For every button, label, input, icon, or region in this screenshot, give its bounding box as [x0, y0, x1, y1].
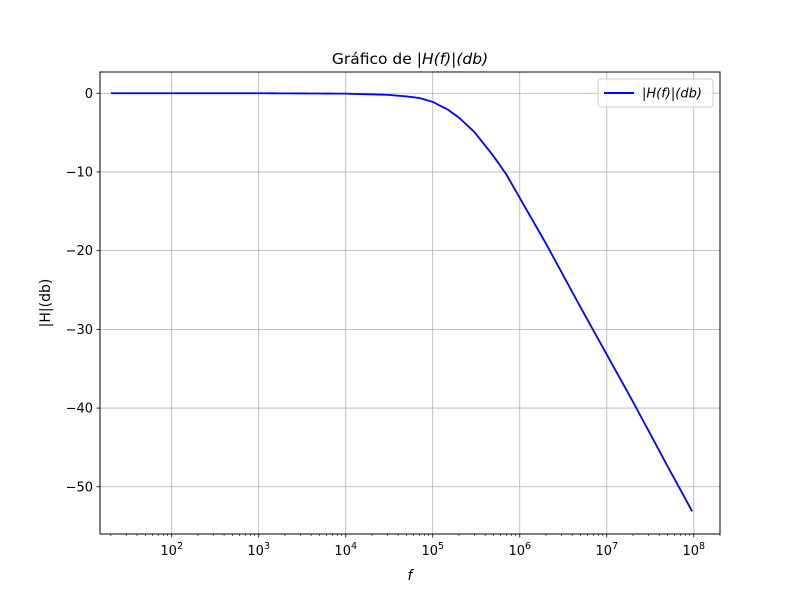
legend-box — [597, 78, 714, 108]
x-tick-label: 105 — [421, 541, 444, 559]
series-line — [110, 92, 693, 512]
x-tick-label: 106 — [508, 541, 531, 559]
y-tick-label: −40 — [66, 402, 93, 417]
y-tick-label: −50 — [66, 480, 93, 495]
y-tick-label: −30 — [66, 323, 93, 338]
y-tick-label: 0 — [85, 87, 93, 102]
x-tick-label: 107 — [595, 541, 618, 559]
chart-title: Gráfico de |H(f)|(db) — [332, 50, 488, 68]
x-tick-label: 108 — [683, 541, 706, 559]
x-tick-label: 102 — [160, 541, 183, 559]
x-tick-label: 103 — [247, 541, 270, 559]
x-tick-label: 104 — [334, 541, 357, 559]
y-axis-ticks: 0 −10 −20 −30 −40 −50 — [66, 87, 100, 495]
y-axis-label: |H|(db) — [38, 279, 54, 328]
x-axis-ticks: 102 103 104 105 106 107 108 — [160, 534, 705, 559]
legend: |H(f)|(db) — [597, 78, 714, 108]
legend-label: |H(f)|(db) — [642, 87, 702, 102]
y-tick-label: −10 — [66, 165, 93, 180]
y-tick-label: −20 — [66, 244, 93, 259]
x-axis-label: f — [408, 568, 415, 584]
plot-area-frame — [99, 71, 721, 535]
series-layer — [110, 92, 693, 512]
